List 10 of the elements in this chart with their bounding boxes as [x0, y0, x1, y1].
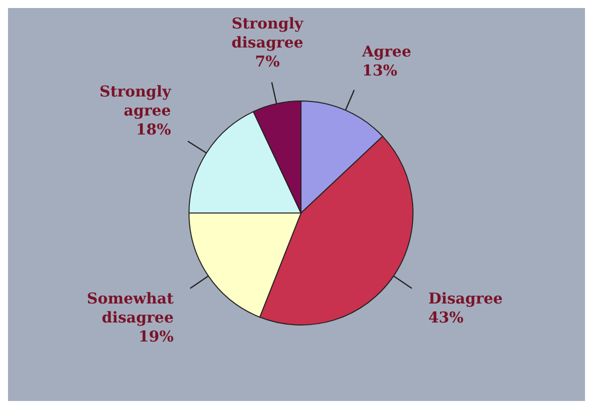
slice-label: Agree [361, 42, 412, 61]
slice-label: Strongly disagree [231, 14, 304, 52]
data-label: 13% [362, 62, 398, 80]
data-label: 18% [136, 120, 171, 138]
data-label: 19% [138, 327, 174, 346]
slice-label: Somewhat disagree [86, 289, 174, 326]
data-label: 43% [428, 308, 464, 326]
data-label: 7% [255, 52, 280, 71]
slice-label: Disagree [428, 289, 503, 308]
slice-label: Strongly agree [99, 82, 172, 120]
